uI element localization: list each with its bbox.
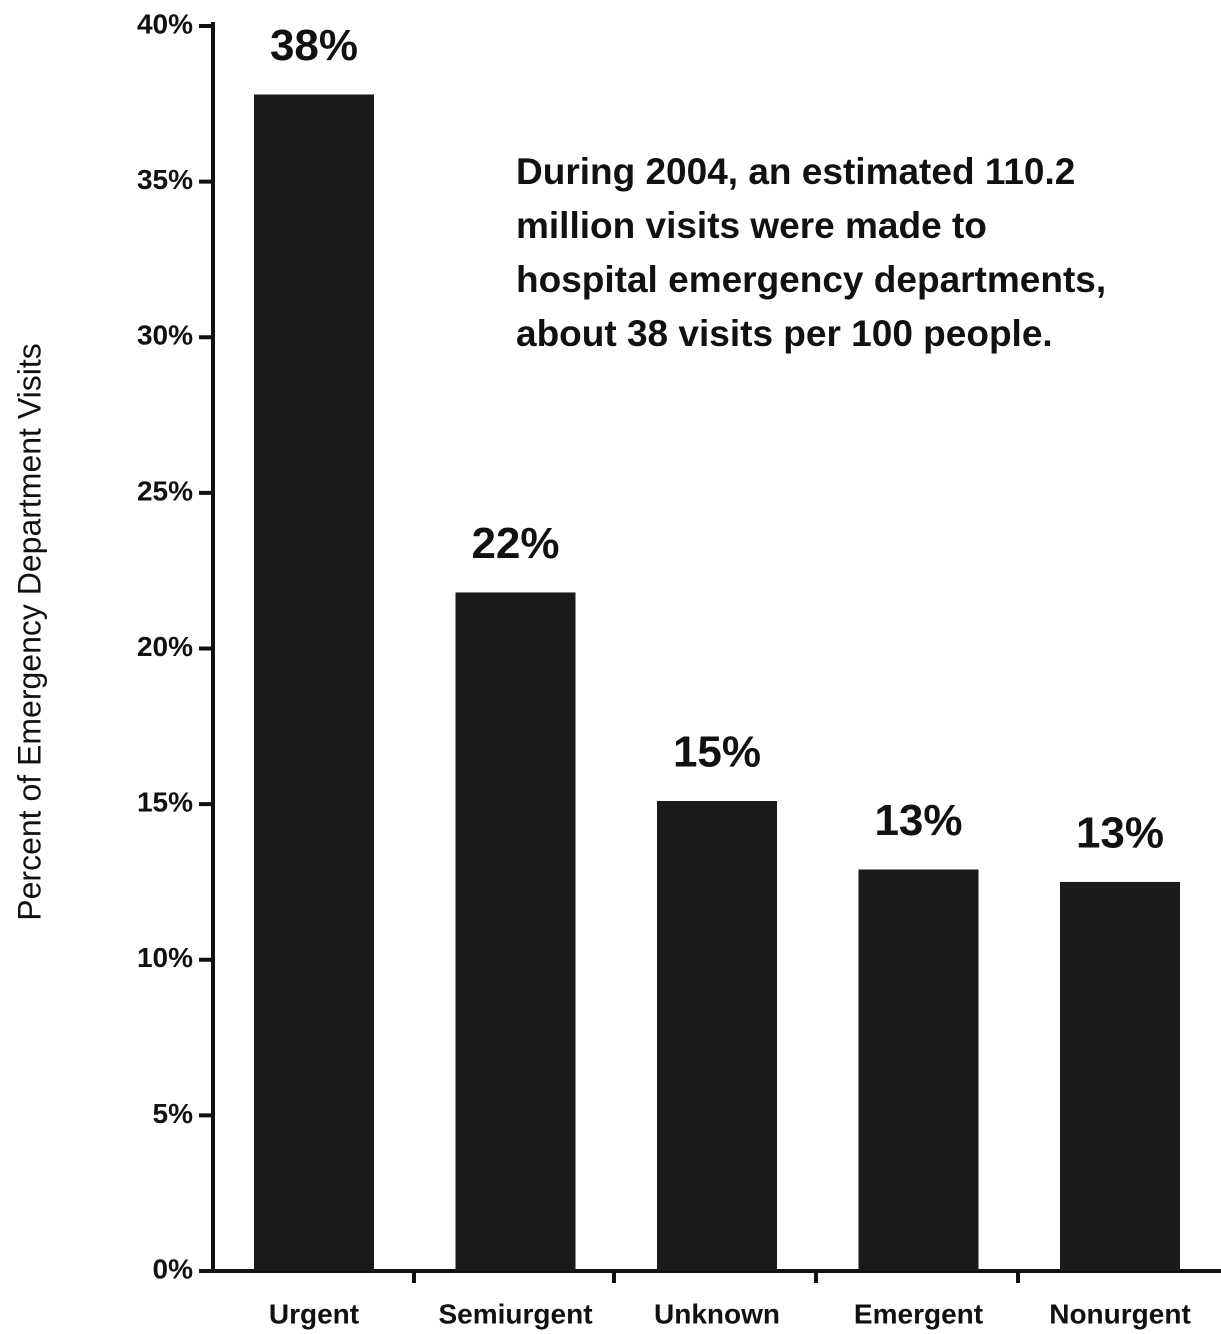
bar bbox=[254, 94, 374, 1272]
y-tick-label: 5% bbox=[153, 1098, 194, 1129]
x-tick-label: Semiurgent bbox=[438, 1298, 592, 1329]
value-label: 22% bbox=[471, 519, 559, 568]
annotation: about 38 visits per 100 people. bbox=[516, 313, 1053, 354]
annotation: During 2004, an estimated 110.2 bbox=[516, 151, 1075, 192]
x-tick-label: Emergent bbox=[854, 1298, 983, 1329]
y-tick-label: 20% bbox=[137, 631, 193, 662]
annotation: million visits were made to bbox=[516, 205, 987, 246]
x-tick-label: Nonurgent bbox=[1049, 1298, 1191, 1329]
y-tick-label: 15% bbox=[137, 787, 193, 818]
bar bbox=[1060, 881, 1180, 1271]
y-tick-label: 30% bbox=[137, 320, 193, 351]
x-tick-label: Urgent bbox=[269, 1298, 359, 1329]
y-axis-label: Percent of Emergency Department Visits bbox=[11, 343, 47, 920]
value-label: 15% bbox=[673, 728, 761, 777]
y-tick-label: 10% bbox=[137, 942, 193, 973]
bar bbox=[455, 592, 576, 1271]
y-tick-label: 35% bbox=[137, 164, 193, 195]
value-label: 13% bbox=[1076, 809, 1164, 858]
bar bbox=[858, 869, 979, 1271]
y-tick-label: 40% bbox=[137, 8, 193, 39]
y-tick-label: 0% bbox=[153, 1253, 194, 1284]
x-tick-label: Unknown bbox=[654, 1298, 780, 1329]
y-tick-label: 25% bbox=[137, 475, 193, 506]
x-axis-ticks bbox=[412, 1271, 1020, 1283]
value-label: 38% bbox=[270, 21, 358, 70]
annotation: hospital emergency departments, bbox=[516, 259, 1106, 300]
bar bbox=[657, 801, 777, 1271]
value-label: 13% bbox=[874, 796, 962, 845]
